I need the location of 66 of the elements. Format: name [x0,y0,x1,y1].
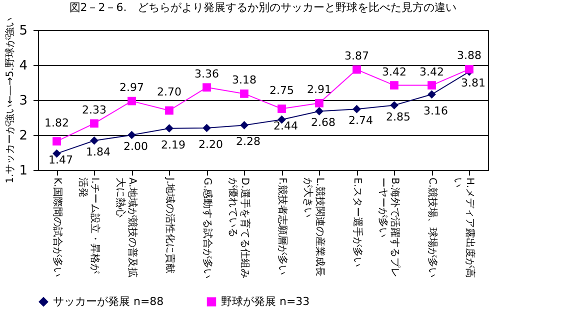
x-tick-label: H.メディア露出度が高い [452,178,476,278]
point [202,124,211,132]
data-label: 3.42 [420,65,444,78]
data-label: 3.42 [382,65,406,78]
data-label: 2.70 [157,86,182,98]
x-tick-label: E.スター選手が多い [351,178,364,267]
point [390,101,398,110]
y-tick-label: 3 [19,94,28,108]
y-axis-title: 1.サッカーが強い←―→5.野球が強い [4,18,16,184]
point [352,65,361,74]
point [352,104,361,114]
x-tick-label: K.国際間の試合が多い [51,178,64,278]
point [240,121,248,130]
x-tick-label: D.選手を育てる仕組みが優れている [226,178,251,278]
point [278,104,286,113]
x-tick-label: A.地域が競技の普及拡大に熱心 [114,178,138,278]
point [315,107,324,116]
y-tick-label: 1 [19,164,28,178]
y-tick-label: 2 [19,128,28,144]
point [465,65,474,74]
x-tick-label: J.地域の活性化に貢献 [164,176,176,274]
data-label: 3.18 [232,74,256,87]
point [428,90,436,99]
x-tick-label: C.競技場、球場が多い [426,178,438,278]
data-label: 3.36 [194,67,219,80]
data-label: 2.85 [386,110,410,124]
data-label: 2.75 [270,84,294,97]
x-tick-label: B.海外で活躍するプレーヤーが多い [376,178,401,278]
data-label: 2.91 [307,83,332,96]
data-label: 3.87 [344,50,369,63]
point [90,119,98,128]
data-label: 3.88 [457,49,482,62]
data-label: 2.74 [348,114,373,128]
data-label: 2.00 [124,140,148,153]
point [428,81,436,90]
data-label: 2.20 [198,138,223,151]
x-tick-label: L.競技関連の産業成長が大きい [302,178,326,276]
point [165,124,174,133]
legend-label: サッカーが発展 n=88 [53,294,164,308]
point [128,96,136,106]
y-tick-label: 5 [19,24,28,38]
data-label: 2.33 [82,103,106,116]
data-label: 2.19 [161,138,186,152]
point [90,136,98,145]
data-label: 2.28 [236,135,260,148]
chart-title: 図2－2－6. どちらがより発展するか別のサッカーと野球を比べた見方の違い [69,1,457,14]
data-label: 1.84 [86,146,110,159]
point [165,106,174,115]
legend-label: 野球が発展 n=33 [221,294,310,308]
x-tick-label: I.チーム設立・昇格が活発 [76,178,101,275]
point [390,81,398,90]
point [202,83,211,92]
point [52,137,61,146]
data-label: 1.47 [48,154,73,167]
x-tick-label: F.競技者志願層が多い [276,178,288,275]
y-tick-label: 4 [19,58,28,74]
point [315,98,324,108]
data-label: 1.82 [44,116,69,130]
data-label: 2.68 [311,116,336,130]
data-label: 3.16 [424,104,448,118]
data-label: 2.97 [120,81,144,94]
data-label: 2.44 [274,120,298,133]
point [128,130,136,140]
data-label: 3.81 [461,76,486,90]
point [240,90,248,98]
x-tick-label: G.感動する試合が多い [201,178,214,278]
